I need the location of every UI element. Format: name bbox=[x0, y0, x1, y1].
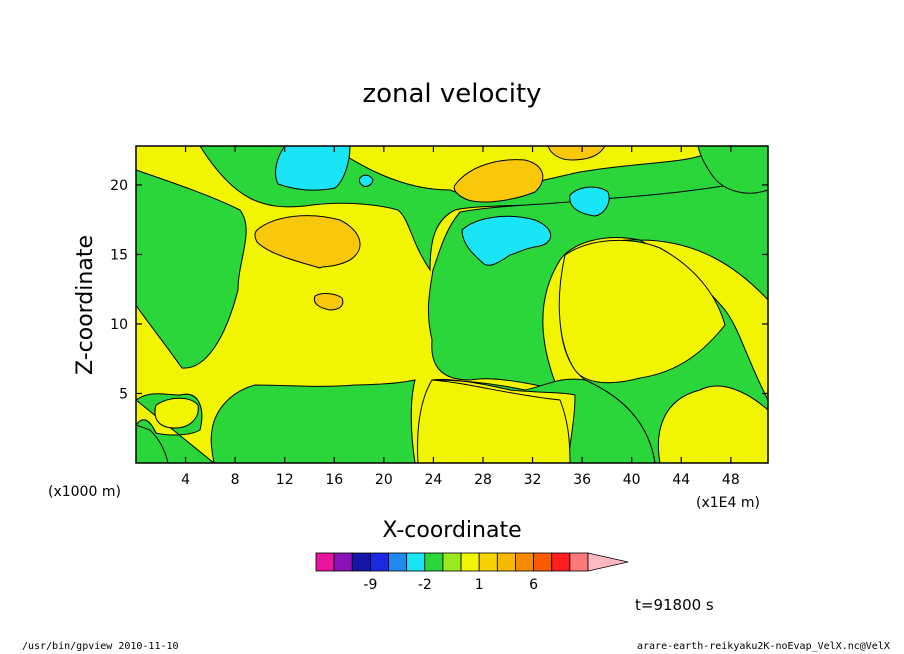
footer-right: arare-earth-reikyaku2K-noEvap_VelX.nc@Ve… bbox=[637, 641, 890, 652]
contour-region-cyan-right bbox=[569, 186, 610, 217]
x-unit-label: (x1E4 m) bbox=[696, 495, 760, 511]
contour-region-cyan-top bbox=[275, 146, 351, 191]
yellow-regions bbox=[154, 239, 768, 463]
colorbar-swatch bbox=[351, 552, 371, 572]
y-tick-label: 20 bbox=[110, 178, 128, 194]
colorbar: -9 -2 1 6 bbox=[315, 552, 629, 593]
contour-region-yellow-bottom-right bbox=[657, 385, 768, 463]
cyan-regions bbox=[275, 146, 610, 266]
y-tick-label: 15 bbox=[110, 247, 128, 263]
x-tick-label: 44 bbox=[672, 472, 690, 488]
colorbar-swatch bbox=[442, 552, 462, 572]
colorbar-swatch bbox=[388, 552, 408, 572]
contour-region-green-bottom bbox=[136, 379, 416, 463]
x-tick-label: 12 bbox=[276, 472, 294, 488]
colorbar-swatch bbox=[551, 552, 571, 572]
colorbar-label: 1 bbox=[475, 577, 484, 593]
y-axis: 5 10 15 20 bbox=[110, 178, 768, 402]
contour-region-orange-small bbox=[313, 293, 344, 311]
x-tick-label: 40 bbox=[623, 472, 641, 488]
x-tick-label: 24 bbox=[424, 472, 442, 488]
contour-region-green-left bbox=[136, 169, 247, 369]
x-tick-label: 4 bbox=[181, 472, 190, 488]
y-tick-label: 5 bbox=[119, 386, 128, 402]
chart-title: zonal velocity bbox=[362, 79, 541, 109]
colorbar-swatch bbox=[333, 552, 353, 572]
contour-region-yellow-bottom-center bbox=[417, 379, 571, 463]
time-label: t=91800 s bbox=[635, 596, 714, 614]
contour-region-orange-top bbox=[547, 146, 606, 161]
x-tick-label: 8 bbox=[231, 472, 240, 488]
colorbar-swatch bbox=[406, 552, 426, 572]
contour-region-orange-left bbox=[254, 215, 361, 269]
contour-region-yellow-right-oval bbox=[558, 239, 726, 384]
x-axis-title: X-coordinate bbox=[382, 518, 521, 543]
orange-regions bbox=[254, 146, 606, 311]
colorbar-label: -2 bbox=[418, 577, 432, 593]
plot-frame bbox=[135, 145, 769, 464]
y-axis-title: Z-coordinate bbox=[73, 235, 98, 375]
x-tick-label: 20 bbox=[375, 472, 393, 488]
colorbar-swatch bbox=[460, 552, 480, 572]
contour-region-cyan-small bbox=[358, 174, 374, 187]
colorbar-label: -9 bbox=[363, 577, 377, 593]
x-axis: 4 8 12 16 20 24 28 32 36 40 44 48 bbox=[181, 146, 740, 488]
colorbar-swatch bbox=[569, 552, 589, 572]
colorbar-label: 6 bbox=[529, 577, 538, 593]
colorbar-swatch bbox=[515, 552, 535, 572]
footer-left: /usr/bin/gpview 2010-11-10 bbox=[22, 641, 179, 652]
colorbar-swatch bbox=[478, 552, 498, 572]
contour-region-cyan-center bbox=[461, 215, 552, 266]
x-tick-label: 16 bbox=[325, 472, 343, 488]
colorbar-swatch bbox=[424, 552, 444, 572]
contour-region-yellow-bottom-left-box bbox=[154, 397, 199, 429]
colorbar-arrow bbox=[587, 552, 629, 572]
plot-area bbox=[136, 146, 768, 463]
x-tick-label: 48 bbox=[722, 472, 740, 488]
colorbar-swatch bbox=[496, 552, 516, 572]
y-tick-label: 10 bbox=[110, 317, 128, 333]
x-tick-label: 28 bbox=[474, 472, 492, 488]
x-tick-label: 32 bbox=[524, 472, 542, 488]
contour-region-green-right bbox=[697, 146, 768, 194]
colorbar-swatch bbox=[315, 552, 335, 572]
colorbar-swatch bbox=[533, 552, 553, 572]
y-unit-label: (x1000 m) bbox=[48, 484, 121, 500]
colorbar-swatch bbox=[369, 552, 389, 572]
x-tick-label: 36 bbox=[573, 472, 591, 488]
contour-region-orange-center bbox=[453, 159, 544, 203]
